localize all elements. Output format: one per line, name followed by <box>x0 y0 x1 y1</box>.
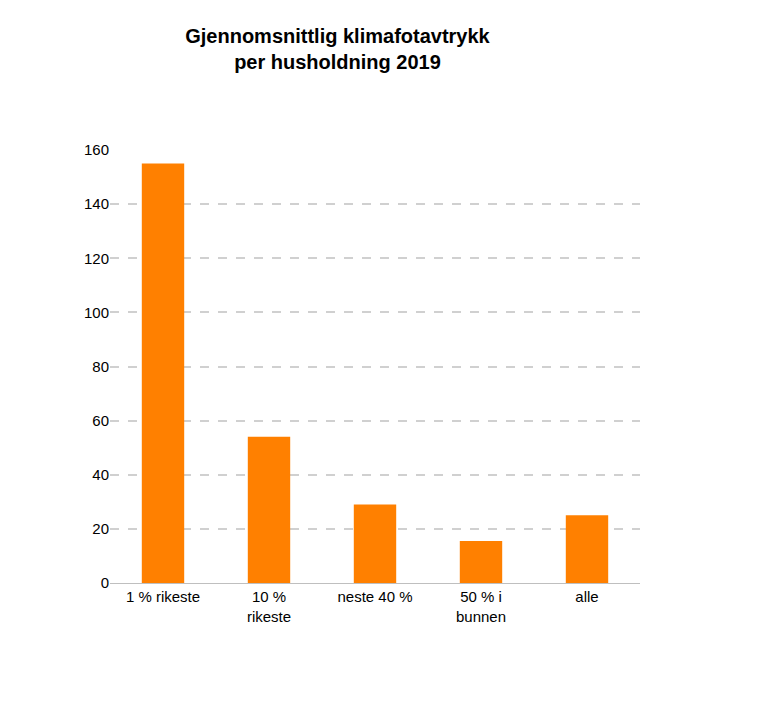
svg-text:60: 60 <box>92 412 109 429</box>
svg-text:20: 20 <box>92 520 109 537</box>
svg-text:80: 80 <box>92 358 109 375</box>
svg-text:160: 160 <box>84 141 109 158</box>
svg-text:Gjennomsnittlig klimafotavtryk: Gjennomsnittlig klimafotavtrykkper husho… <box>185 25 490 73</box>
svg-text:40: 40 <box>92 466 109 483</box>
svg-text:100: 100 <box>84 304 109 321</box>
svg-text:140: 140 <box>84 195 109 212</box>
svg-text:120: 120 <box>84 250 109 267</box>
svg-text:alle: alle <box>575 588 598 605</box>
svg-text:50 % ibunnen: 50 % ibunnen <box>456 588 506 625</box>
svg-text:0: 0 <box>101 574 109 591</box>
svg-text:10 %rikeste: 10 %rikeste <box>247 588 291 625</box>
svg-text:neste 40 %: neste 40 % <box>337 588 412 605</box>
svg-text:1 % rikeste: 1 % rikeste <box>126 588 200 605</box>
